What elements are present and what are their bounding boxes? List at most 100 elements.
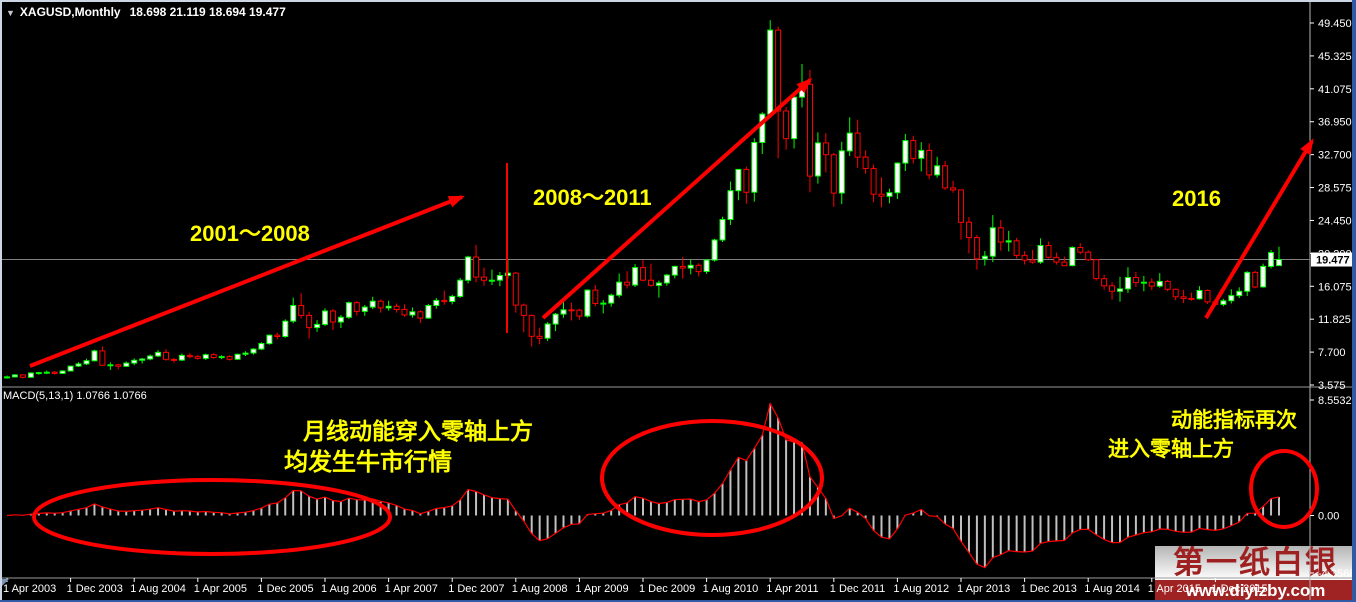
macd-histogram [13,403,1280,568]
candle [314,320,321,332]
candle [83,358,90,366]
candle [759,112,766,154]
candle [369,296,376,309]
trend-arrow [1204,138,1314,320]
candle [1228,289,1235,304]
candle [640,259,646,282]
candle [210,353,217,359]
chart-symbol-label: XAGUSD,Monthly [19,5,121,19]
time-axis-label: 1 Apr 2009 [575,583,628,595]
time-axis-label: 1 Apr 2003 [3,583,56,595]
price-axis-label: 28.575 [1318,183,1352,195]
candle [19,374,26,379]
annotation-macd-note-right-1: 动能指标再次 [1171,409,1297,432]
candle [465,255,472,284]
candle [838,141,845,205]
time-axis-label: 1 Dec 2013 [1021,583,1077,595]
candle [59,370,66,374]
candle [1268,249,1274,269]
watermark-url[interactable]: www.diyizby.com [1155,580,1356,602]
candle [552,313,559,332]
time-axis-label: 1 Apr 2013 [957,583,1010,595]
candle [1236,287,1243,298]
candle [250,348,257,355]
chart-dropdown-icon[interactable]: ▼ [6,8,15,18]
candle [1204,289,1211,304]
price-axis-label: 32.700 [1318,150,1352,162]
candle [417,310,424,323]
candle [337,315,344,328]
candle [735,168,742,201]
candle [4,375,10,379]
trend-arrow [541,78,813,320]
candle [1180,289,1187,304]
candle [345,301,352,319]
candle [1069,246,1076,267]
candle [528,314,535,347]
candle [854,119,861,168]
candle [274,332,281,340]
candle [35,371,42,375]
candle [966,217,972,254]
candle [814,132,821,184]
window-border-left [0,0,2,602]
candle [361,305,368,316]
candle [1260,263,1267,288]
candle [488,269,495,285]
candle [687,259,694,275]
time-axis-label: 1 Dec 2009 [639,583,695,595]
candle [719,216,726,242]
candle [1109,282,1115,300]
watermark: 第一纸白银 www.diyizby.com [1155,546,1356,602]
candle [433,298,440,309]
candle [520,303,527,333]
candle [441,290,448,305]
price-axis[interactable]: 49.450 45.325 41.075 36.950 32.700 28.575 24.4… [1310,18,1352,392]
candle [51,371,58,375]
highlight-ellipse [600,419,824,537]
window-border-right [1352,0,1356,602]
watermark-brand: 第一纸白银 [1155,546,1356,580]
candle [123,361,130,367]
candle [894,162,901,199]
price-axis-label: 24.450 [1318,215,1352,227]
candle [481,267,487,286]
window-border-top [0,0,1356,2]
annotation-macd-note-left-1: 月线动能穿入零轴上方 [303,418,533,444]
candle [171,358,177,363]
candle [830,152,837,207]
candle [703,259,710,274]
candle [727,181,734,225]
price-axis-label: 3.575 [1318,380,1346,392]
candle [131,358,138,366]
axis-drag-marker[interactable] [1,579,9,587]
macd-axis[interactable]: 8.5532 0.00 -4.3568 [1310,395,1355,580]
candle [242,351,249,356]
candle [1276,246,1282,267]
candle [1140,275,1147,292]
macd-signal-line [6,402,1280,569]
candle [1244,271,1251,296]
candle [600,300,607,314]
candle [107,362,114,370]
candle [393,303,400,313]
time-axis-label: 1 Dec 2003 [67,583,123,595]
candle [1132,272,1139,287]
candle [791,93,798,149]
time-axis-label: 1 Aug 2014 [1084,583,1140,595]
candle [1029,249,1036,264]
candle [663,273,670,286]
candle [862,150,869,174]
candle [1053,252,1060,265]
candle [43,370,50,375]
candle [1037,238,1044,264]
highlight-ellipse [32,478,392,556]
candle [695,263,702,277]
time-axis-label: 1 Apr 2005 [194,583,247,595]
candle [918,142,925,172]
candle [75,362,82,367]
time-axis[interactable]: 1 Apr 2003 1 Dec 2003 1 Aug 2004 1 Apr 2005… [3,578,1268,595]
candle [997,219,1004,251]
